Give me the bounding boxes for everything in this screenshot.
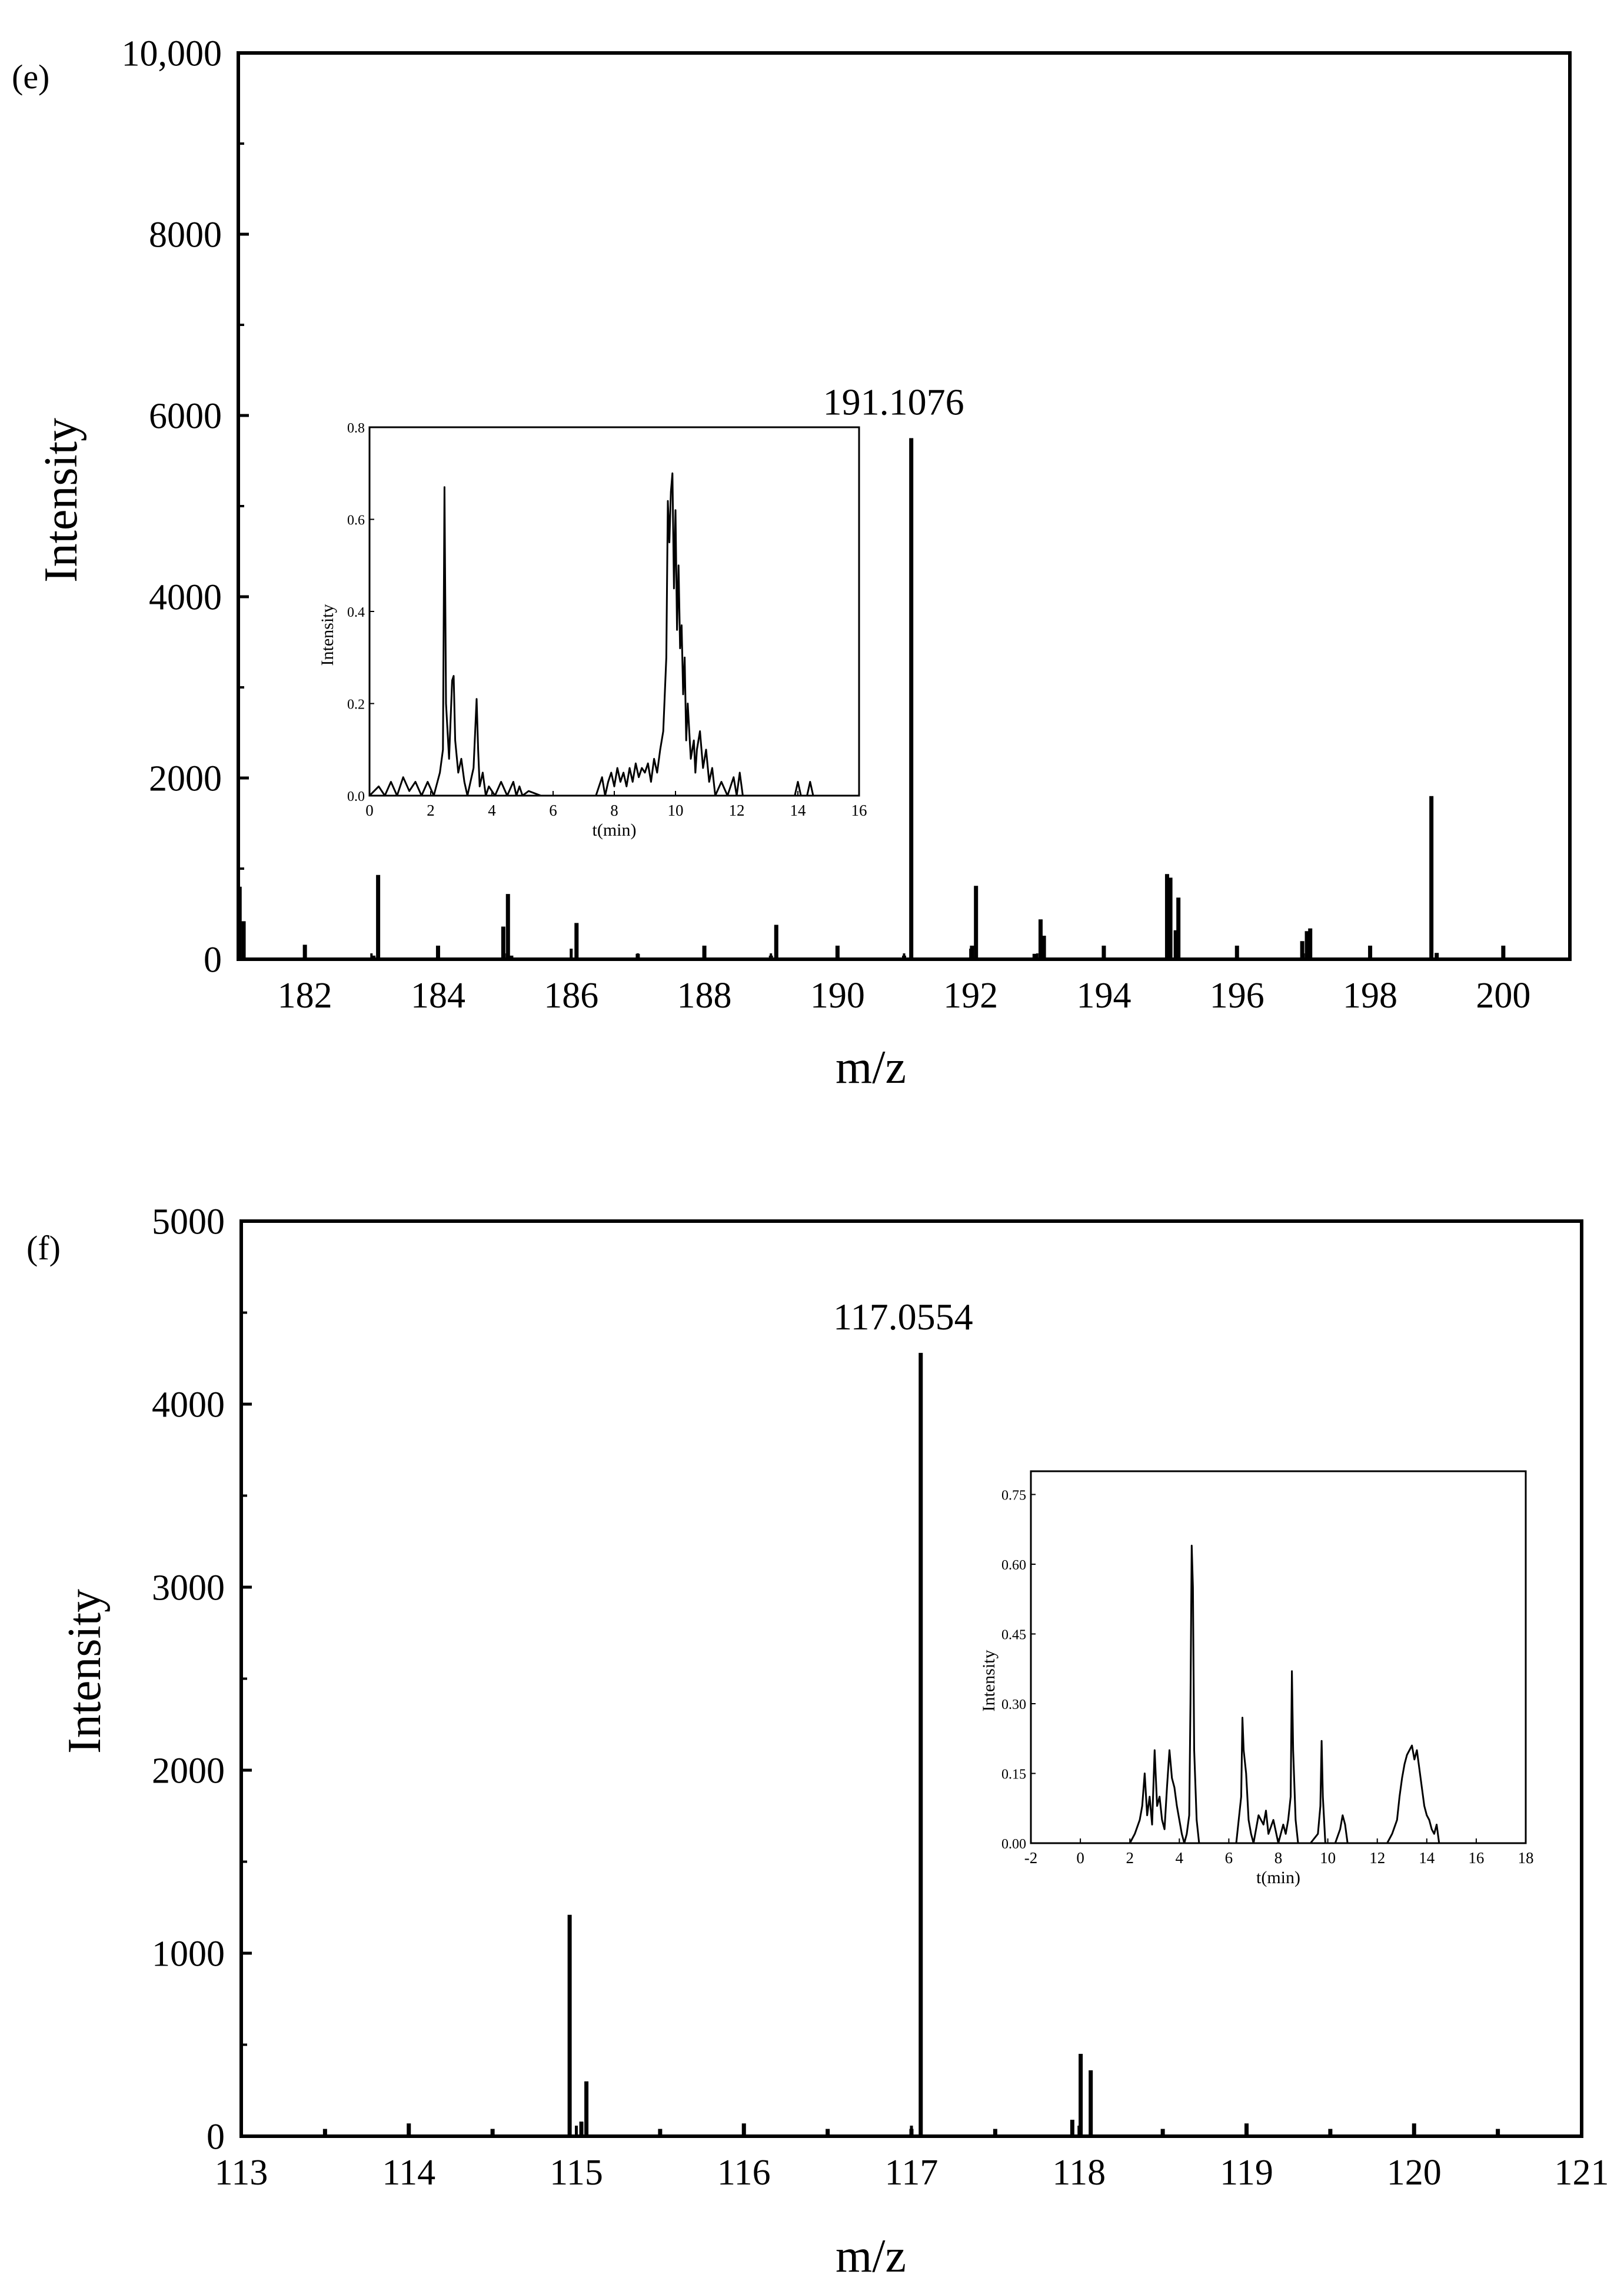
panel-f-inset-x-tick-label: 0 — [1076, 1849, 1084, 1867]
panel-e-inset-x-tick-label: 16 — [851, 802, 867, 819]
panel-e-peak-annotation: 191.1076 — [823, 381, 964, 423]
panel-f-inset-x-tick-label: 2 — [1126, 1849, 1134, 1867]
panel-f-inset-x-tick-label: 10 — [1320, 1849, 1336, 1867]
panel-f-inset-x-tick-label: -2 — [1024, 1849, 1038, 1867]
panel-f-inset-x-tick-label: 4 — [1176, 1849, 1184, 1867]
panel-f-label: (f) — [26, 1229, 61, 1267]
panel-e-inset-x-tick-label: 6 — [549, 802, 557, 819]
panel-e-inset-x-tick-label: 14 — [790, 802, 807, 819]
panel-f-inset-y-tick-label: 0.45 — [1001, 1628, 1026, 1643]
panel-f-x-tick-label: 120 — [1387, 2153, 1442, 2193]
panel-e-y-tick-label: 6000 — [149, 397, 222, 437]
panel-e-x-tick-label: 196 — [1210, 976, 1264, 1016]
panel-e-inset-x-tick-label: 8 — [610, 802, 618, 819]
panel-f-inset-chromatogram-line — [1129, 1544, 1526, 1844]
panel-e-y-tick-label: 10,000 — [122, 34, 222, 74]
panel-e-mass-spectrum: (e) Intensity m/z 191.1076 182 184 186 188 1… — [12, 34, 1572, 1093]
panel-f-inset-x-tick-label: 6 — [1225, 1849, 1233, 1867]
panel-f-inset-y-tick-label: 0.15 — [1001, 1767, 1026, 1783]
panel-f-inset-y-tick-label: 0.75 — [1001, 1488, 1026, 1504]
panel-e-y-tick-label: 0 — [204, 940, 222, 980]
panel-f-mass-spectrum: (f) Intensity m/z 117.0554 113 114 115 116 1… — [26, 1202, 1609, 2281]
panel-e-x-tick-label: 188 — [677, 976, 732, 1016]
panel-f-inset-y-tick-label: 0.60 — [1001, 1558, 1026, 1573]
panel-f-inset-x-tick-label: 16 — [1468, 1849, 1484, 1867]
panel-e-inset-frame — [368, 426, 860, 797]
panel-e-x-tick-label: 182 — [278, 976, 332, 1016]
panel-f-y-tick-label: 2000 — [152, 1751, 225, 1791]
panel-e-inset-chromatogram-line — [368, 472, 859, 797]
panel-f-x-tick-label: 116 — [717, 2153, 771, 2193]
panel-e-inset-y-axis-label: Intensity — [318, 604, 337, 666]
panel-e-x-tick-label: 200 — [1476, 976, 1530, 1016]
panel-e-inset-y-tick-label: 0.8 — [347, 421, 365, 436]
panel-e-inset-y-tick-label: 0.4 — [347, 605, 365, 620]
panel-e-inset-y-tick-label: 0.0 — [347, 789, 365, 804]
panel-e-y-tick-label: 2000 — [149, 759, 222, 799]
panel-f-y-tick-label: 1000 — [152, 1934, 225, 1974]
panel-f-x-tick-label: 117 — [885, 2153, 939, 2193]
panel-e-x-tick-label: 190 — [810, 976, 865, 1016]
panel-f-inset-x-tick-label: 14 — [1419, 1849, 1435, 1867]
panel-e-y-axis-label: Intensity — [35, 418, 87, 583]
panel-f-x-tick-label: 118 — [1052, 2153, 1106, 2193]
panel-f-x-axis-label: m/z — [836, 2230, 906, 2281]
panel-f-x-tick-label: 115 — [550, 2153, 603, 2193]
panel-e-inset-x-tick-label: 12 — [729, 802, 745, 819]
panel-e-x-tick-label: 186 — [544, 976, 598, 1016]
panel-f-inset-y-axis-label: Intensity — [979, 1650, 999, 1712]
panel-f-inset-x-tick-label: 12 — [1369, 1849, 1385, 1867]
panel-f-inset-x-axis-label: t(min) — [1256, 1868, 1300, 1887]
panel-f-peak-annotation: 117.0554 — [833, 1296, 973, 1338]
panel-f-y-tick-label: 4000 — [152, 1385, 225, 1425]
panel-e-x-axis-label: m/z — [836, 1042, 906, 1093]
panel-e-inset-x-tick-label: 2 — [427, 802, 435, 819]
panel-f-inset-y-tick-label: 0.00 — [1001, 1837, 1026, 1852]
panel-e-inset-x-tick-label: 10 — [668, 802, 684, 819]
panel-e-y-tick-label: 4000 — [149, 578, 222, 618]
panel-f-inset-frame — [1030, 1470, 1527, 1844]
panel-e-inset-x-axis-label: t(min) — [593, 820, 637, 840]
panel-f-x-tick-label: 113 — [215, 2153, 268, 2193]
panel-e-x-tick-label: 198 — [1343, 976, 1397, 1016]
panel-f-inset-y-tick-label: 0.30 — [1001, 1697, 1026, 1713]
panel-f-x-tick-label: 119 — [1220, 2153, 1273, 2193]
panel-e-inset-x-tick-label: 4 — [488, 802, 496, 819]
panel-e-x-tick-label: 184 — [411, 976, 465, 1016]
panel-e-inset-y-tick-label: 0.6 — [347, 513, 365, 528]
panel-f-y-axis-label: Intensity — [59, 1589, 111, 1754]
panel-f-y-tick-label: 3000 — [152, 1568, 225, 1608]
panel-f-y-tick-label: 5000 — [152, 1202, 225, 1242]
panel-e-y-tick-label: 8000 — [149, 215, 222, 255]
panel-e-x-tick-label: 192 — [943, 976, 998, 1016]
panel-e-inset-x-tick-label: 0 — [365, 802, 374, 819]
panel-f-x-tick-label: 121 — [1555, 2153, 1609, 2193]
panel-e-x-tick-label: 194 — [1076, 976, 1131, 1016]
panel-f-inset-x-tick-label: 18 — [1518, 1849, 1534, 1867]
panel-e-inset-y-tick-label: 0.2 — [347, 697, 365, 713]
panel-f-inset-x-tick-label: 8 — [1274, 1849, 1283, 1867]
panel-f-x-tick-label: 114 — [382, 2153, 435, 2193]
panel-f-y-tick-label: 0 — [207, 2117, 225, 2157]
panel-e-label: (e) — [12, 58, 49, 96]
